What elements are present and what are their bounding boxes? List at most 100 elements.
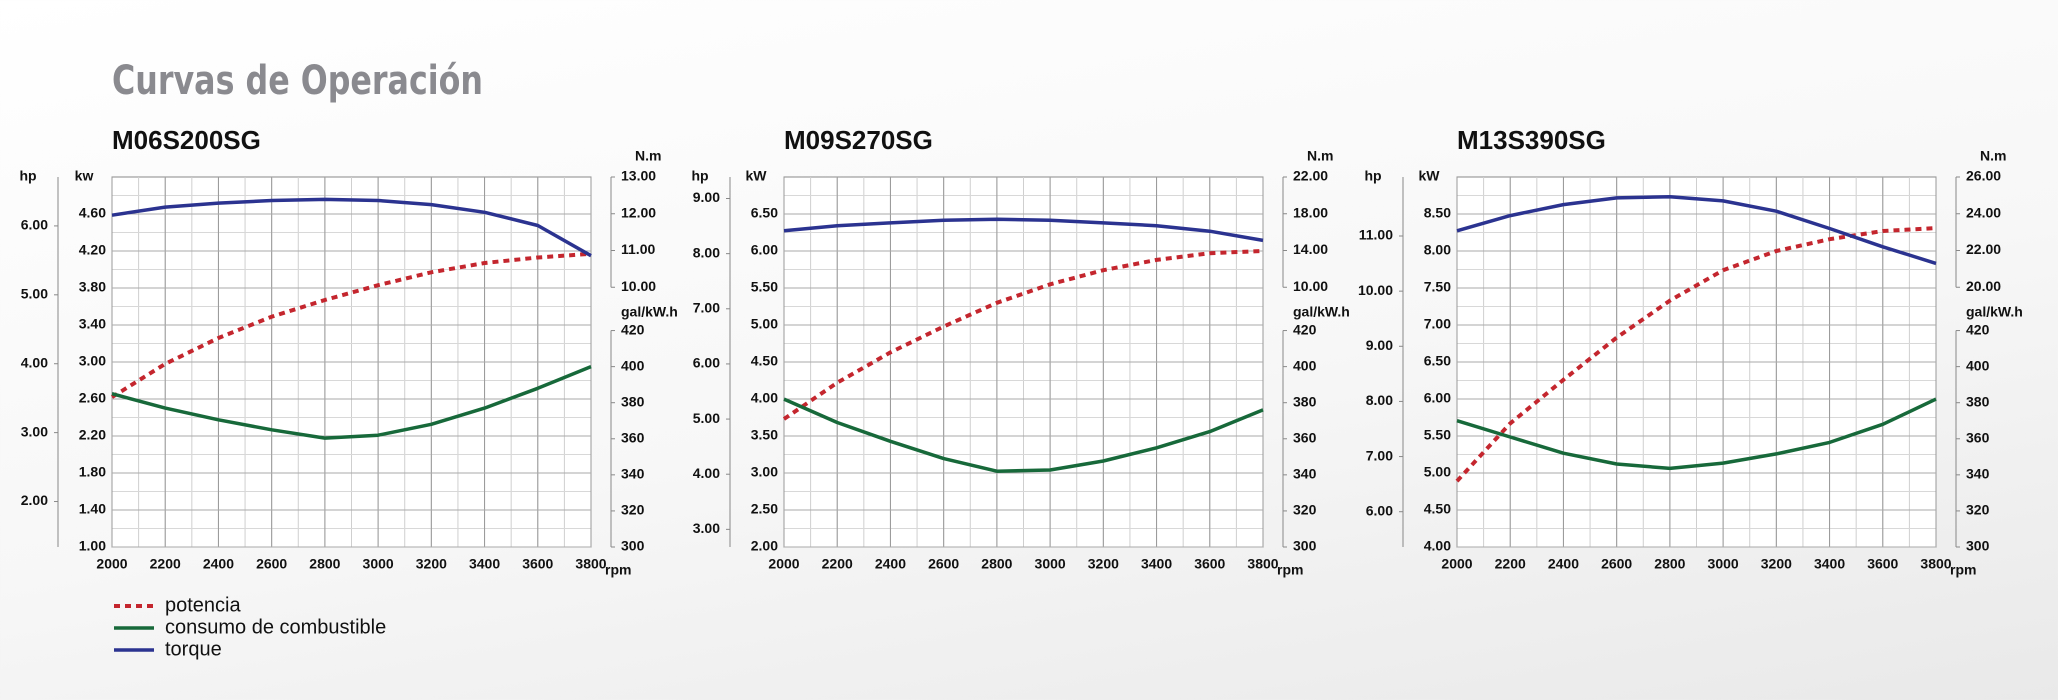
x-tick-label: 2800 xyxy=(309,556,340,572)
x-tick-label: 3200 xyxy=(416,556,447,572)
hp-tick-label: 5.00 xyxy=(693,410,720,426)
fuel-tick-label: 340 xyxy=(1293,466,1317,482)
x-tick-label: 3400 xyxy=(1814,556,1845,572)
fuel-tick-label: 340 xyxy=(1966,466,1990,482)
legend-label: consumo de combustible xyxy=(165,616,386,638)
x-axis-label: rpm xyxy=(605,562,631,578)
x-tick-label: 3000 xyxy=(1035,556,1066,572)
kw-tick-label: 4.00 xyxy=(751,390,778,406)
x-tick-label: 2800 xyxy=(1654,556,1685,572)
fuel-tick-label: 380 xyxy=(1293,393,1317,409)
kw-tick-label: 5.00 xyxy=(1424,464,1451,480)
hp-tick-label: 4.00 xyxy=(693,465,720,481)
kw-tick-label: 3.50 xyxy=(751,427,778,443)
kw-tick-label: 1.80 xyxy=(79,464,106,480)
fuel-tick-label: 420 xyxy=(1966,321,1990,337)
fuel-tick-label: 300 xyxy=(1966,538,1990,554)
hp-tick-label: 3.00 xyxy=(693,520,720,536)
series-line xyxy=(1456,397,1937,471)
x-axis-label: rpm xyxy=(1950,562,1976,578)
x-tick-label: 3400 xyxy=(1141,556,1172,572)
torque-tick-label: 11.00 xyxy=(621,241,655,257)
torque-axis-label: N.m xyxy=(1307,148,1333,164)
hp-tick-label: 9.00 xyxy=(693,189,720,205)
kw-axis-label: kw xyxy=(75,168,94,184)
x-tick-label: 2200 xyxy=(1495,556,1526,572)
fuel-tick-label: 300 xyxy=(621,538,645,554)
kw-tick-label: 1.40 xyxy=(79,501,106,517)
x-tick-label: 2000 xyxy=(768,556,799,572)
fuel-tick-label: 420 xyxy=(621,321,645,337)
fuel-tick-label: 320 xyxy=(1966,502,1990,518)
fuel-tick-label: 340 xyxy=(621,466,645,482)
hp-tick-label: 11.00 xyxy=(1359,227,1393,243)
x-tick-label: 2400 xyxy=(203,556,234,572)
fuel-tick-label: 320 xyxy=(1293,502,1317,518)
kw-tick-label: 8.50 xyxy=(1424,205,1451,221)
fuel-axis-label: gal/kW.h xyxy=(1293,303,1350,319)
x-tick-label: 2400 xyxy=(1548,556,1579,572)
hp-tick-label: 4.00 xyxy=(21,354,48,370)
kw-tick-label: 5.00 xyxy=(751,316,778,332)
series-line xyxy=(1456,194,1937,266)
hp-tick-label: 3.00 xyxy=(21,423,48,439)
x-tick-label: 2400 xyxy=(875,556,906,572)
fuel-tick-label: 400 xyxy=(621,357,645,373)
x-tick-label: 2600 xyxy=(1601,556,1632,572)
x-tick-label: 3000 xyxy=(1708,556,1739,572)
x-tick-label: 3800 xyxy=(1920,556,1951,572)
kw-tick-label: 4.50 xyxy=(751,353,778,369)
legend-label: potencia xyxy=(165,594,241,616)
x-tick-label: 2800 xyxy=(981,556,1012,572)
kw-tick-label: 6.50 xyxy=(751,205,778,221)
torque-tick-label: 12.00 xyxy=(621,204,656,220)
torque-tick-label: 22.00 xyxy=(1966,241,2001,257)
hp-tick-label: 6.00 xyxy=(21,217,48,233)
torque-tick-label: 10.00 xyxy=(1293,278,1328,294)
kw-tick-label: 4.50 xyxy=(1424,501,1451,517)
x-axis-label: rpm xyxy=(1277,562,1303,578)
series-line xyxy=(1455,226,1937,483)
kw-axis-label: kW xyxy=(1419,168,1441,184)
series-line xyxy=(783,397,1264,473)
kw-tick-label: 7.00 xyxy=(1424,316,1451,332)
kw-tick-label: 4.00 xyxy=(1424,538,1451,554)
torque-tick-label: 20.00 xyxy=(1966,278,2001,294)
x-tick-label: 2000 xyxy=(96,556,127,572)
kw-tick-label: 6.00 xyxy=(751,242,778,258)
kw-tick-label: 5.50 xyxy=(1424,427,1451,443)
fuel-tick-label: 300 xyxy=(1293,538,1317,554)
x-tick-label: 3200 xyxy=(1761,556,1792,572)
torque-axis-label: N.m xyxy=(635,148,661,164)
series-line xyxy=(111,197,592,258)
fuel-tick-label: 420 xyxy=(1293,321,1317,337)
fuel-tick-label: 360 xyxy=(621,429,645,445)
kw-tick-label: 2.20 xyxy=(79,427,106,443)
x-tick-label: 2600 xyxy=(256,556,287,572)
fuel-tick-label: 400 xyxy=(1293,357,1317,373)
torque-tick-label: 22.00 xyxy=(1293,168,1328,184)
series-line xyxy=(110,251,592,399)
kw-tick-label: 5.50 xyxy=(751,279,778,295)
x-tick-label: 2200 xyxy=(150,556,181,572)
kw-tick-label: 4.20 xyxy=(79,242,106,258)
hp-tick-label: 9.00 xyxy=(1366,337,1393,353)
hp-axis-label: hp xyxy=(1364,168,1381,184)
hp-tick-label: 6.00 xyxy=(693,355,720,371)
kw-tick-label: 3.00 xyxy=(751,464,778,480)
series-line xyxy=(111,364,592,440)
kw-tick-label: 8.00 xyxy=(1424,242,1451,258)
fuel-tick-label: 360 xyxy=(1293,429,1317,445)
x-tick-label: 2000 xyxy=(1441,556,1472,572)
kw-tick-label: 6.50 xyxy=(1424,353,1451,369)
kw-tick-label: 2.60 xyxy=(79,390,106,406)
x-tick-label: 3200 xyxy=(1088,556,1119,572)
hp-tick-label: 2.00 xyxy=(21,492,48,508)
kw-tick-label: 6.00 xyxy=(1424,390,1451,406)
chart-title: M06S200SG xyxy=(112,125,261,155)
kw-tick-label: 7.50 xyxy=(1424,279,1451,295)
x-tick-label: 3400 xyxy=(469,556,500,572)
series-line xyxy=(783,217,1264,243)
x-tick-label: 3600 xyxy=(1867,556,1898,572)
fuel-axis-label: gal/kW.h xyxy=(621,303,678,319)
